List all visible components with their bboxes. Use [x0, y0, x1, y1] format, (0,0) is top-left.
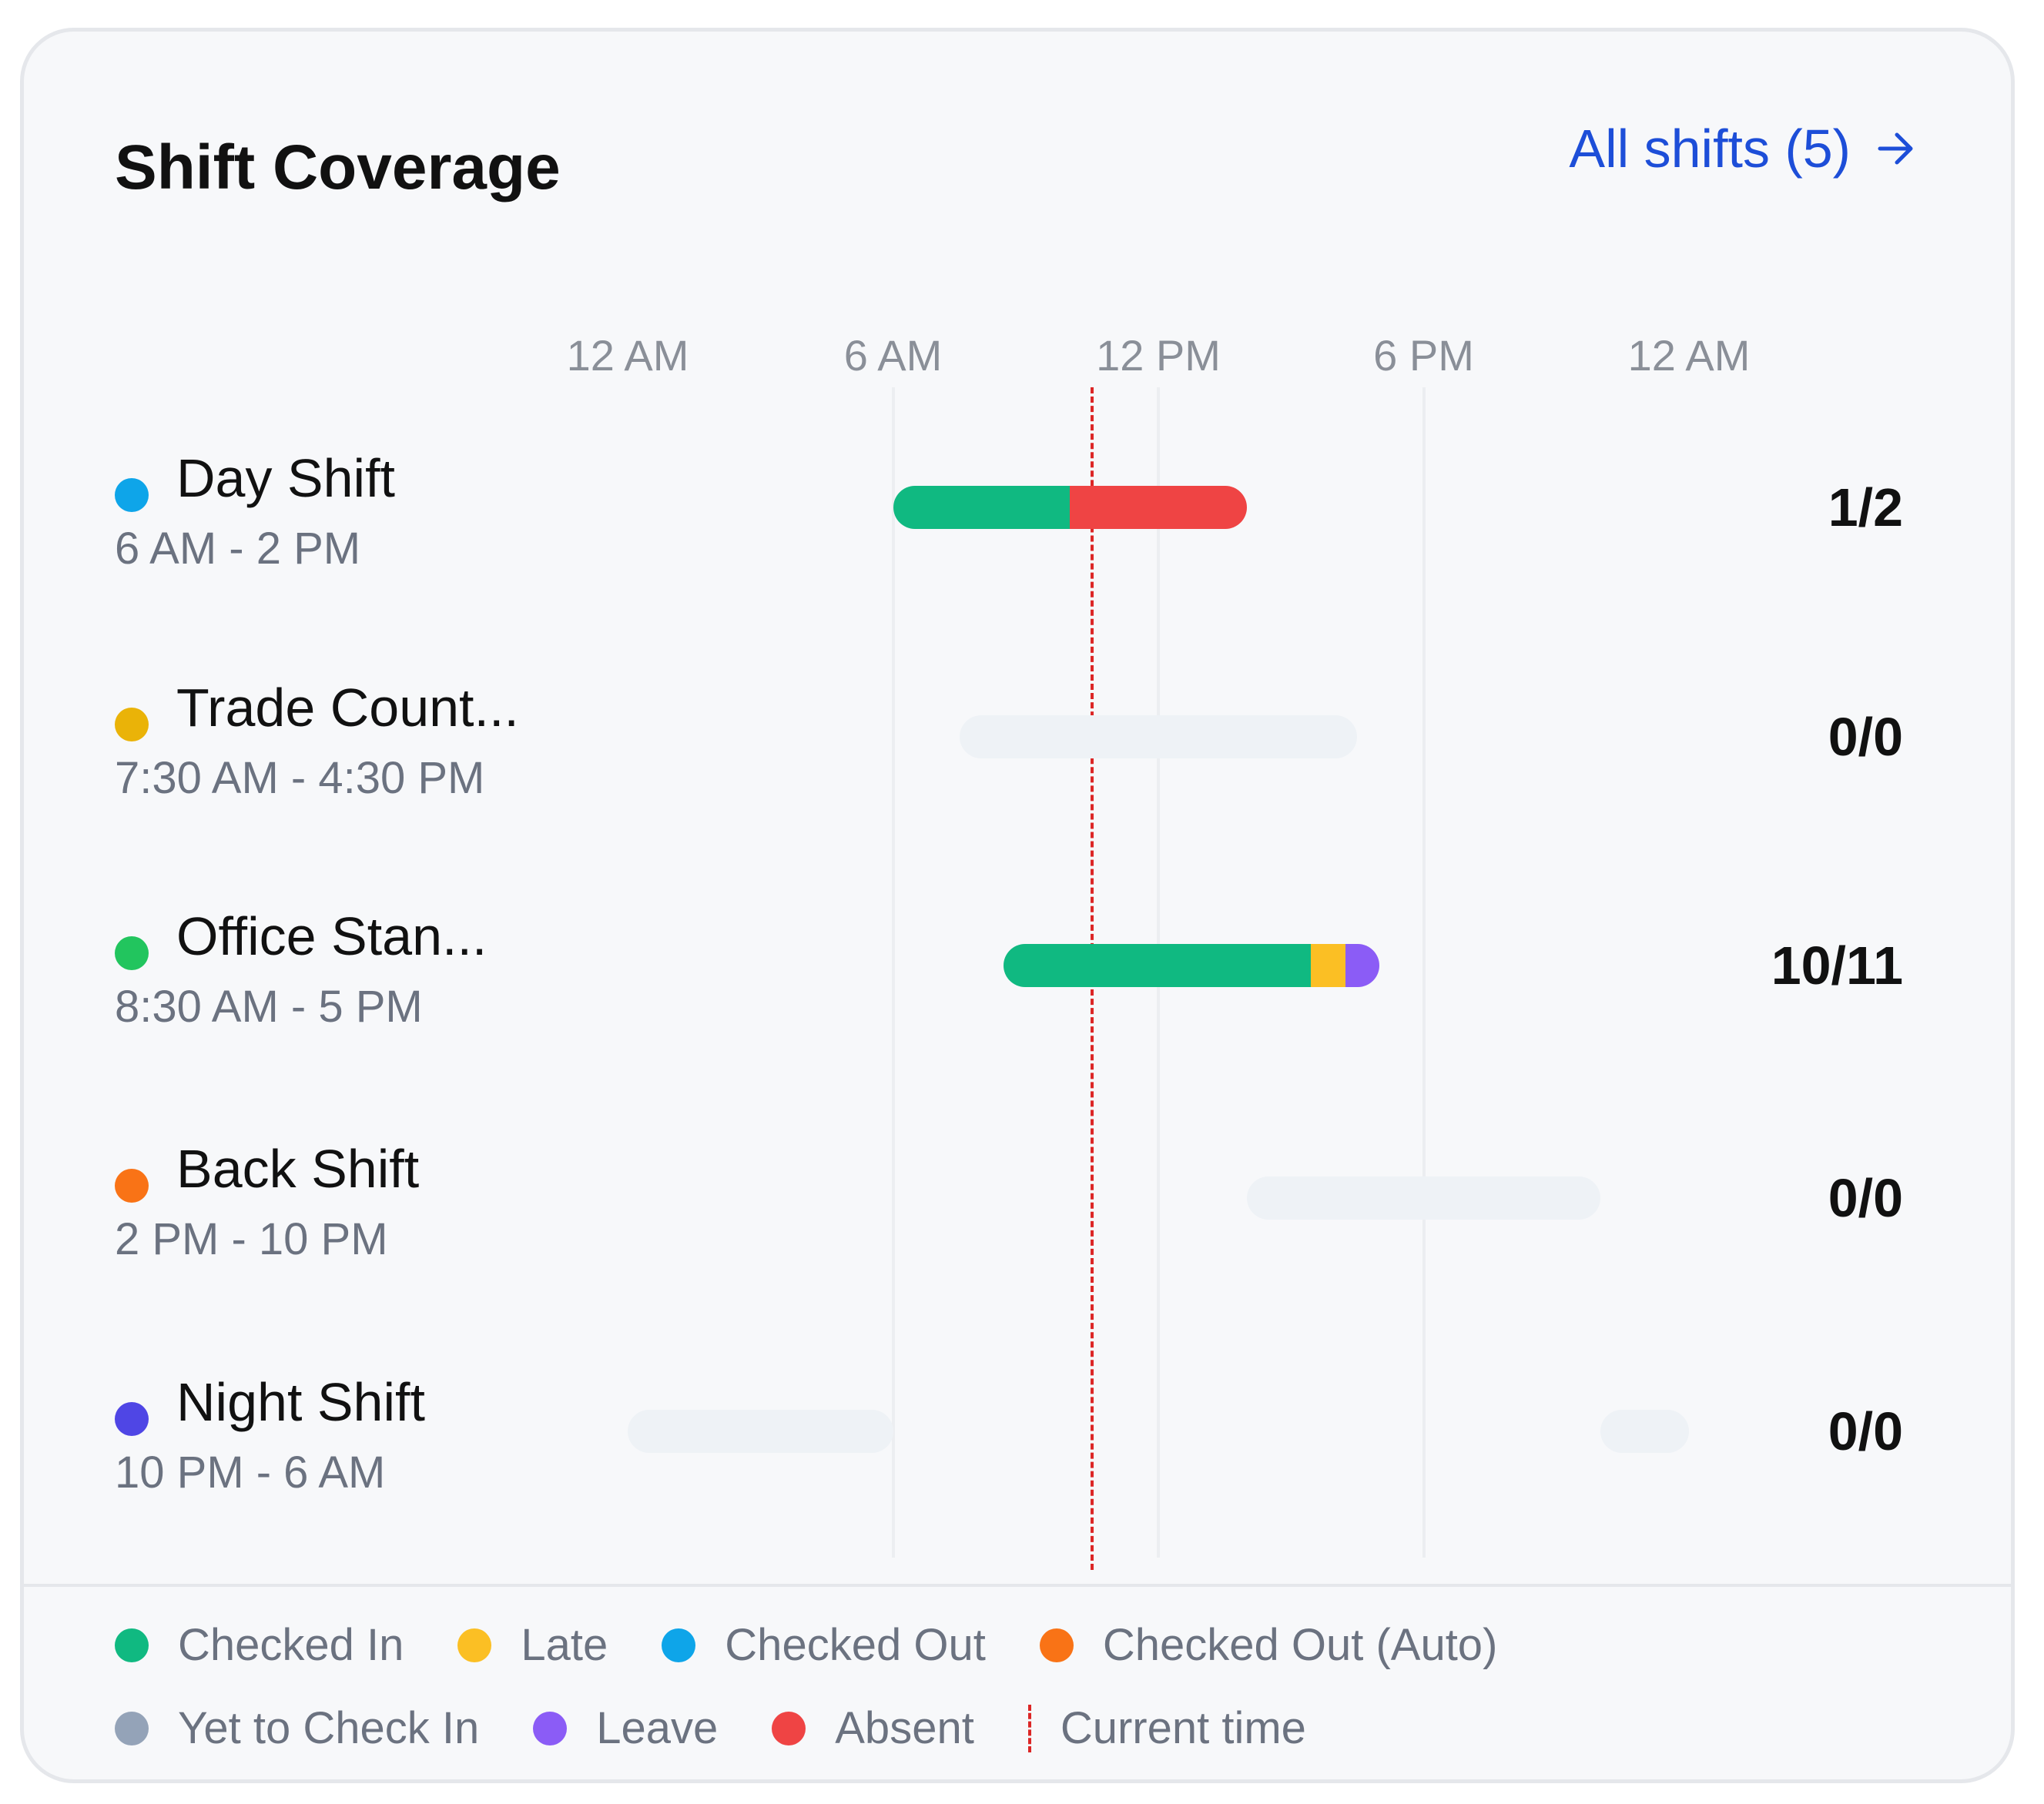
legend-label: Late — [521, 1620, 608, 1670]
legend-dot-icon — [115, 1628, 149, 1662]
shift-name: Back Shift — [176, 1139, 420, 1199]
shift-row[interactable]: Trade Count... 7:30 AM - 4:30 PM 0/0 — [24, 677, 2011, 831]
legend-dot-icon — [533, 1711, 568, 1745]
coverage-count: 10/11 — [1771, 935, 1903, 996]
legend-item: Current time — [1027, 1702, 1306, 1754]
shift-color-dot — [115, 936, 149, 970]
all-shifts-link[interactable]: All shifts (5) — [1569, 118, 1915, 179]
legend-label: Checked In — [178, 1620, 404, 1670]
coverage-count: 0/0 — [1828, 1401, 1903, 1461]
current-time-dash-icon — [1027, 1704, 1031, 1752]
legend-label: Absent — [835, 1703, 974, 1753]
legend-label: Leave — [596, 1703, 719, 1753]
shift-color-dot — [115, 708, 149, 741]
bar-segment-checked-in — [893, 486, 1071, 529]
legend-dot-icon — [115, 1711, 149, 1745]
card-title: Shift Coverage — [115, 132, 561, 202]
bar-segment-absent — [1070, 486, 1247, 529]
shift-bar[interactable] — [628, 1410, 893, 1453]
shift-time: 8:30 AM - 5 PM — [115, 982, 423, 1032]
legend-row: Checked In Late Checked Out Checked Out (Au… — [115, 1619, 1497, 1671]
legend-label: Yet to Check In — [178, 1703, 480, 1753]
axis-tick-label: 12 AM — [1627, 331, 1751, 380]
shift-bar[interactable] — [959, 715, 1358, 758]
shift-row[interactable]: Office Stan... 8:30 AM - 5 PM 10/11 — [24, 905, 2011, 1059]
shift-name: Trade Count... — [176, 678, 519, 738]
legend-dot-icon — [662, 1628, 696, 1662]
arrow-right-icon — [1877, 132, 1915, 166]
legend-row: Yet to Check In Leave Absent Current time — [115, 1702, 1306, 1754]
coverage-count: 1/2 — [1828, 477, 1903, 537]
shift-coverage-card: Shift Coverage All shifts (5) 12 AM 6 AM 1… — [20, 28, 2015, 1783]
legend-item: Absent — [772, 1702, 974, 1754]
shift-name: Day Shift — [176, 448, 395, 508]
all-shifts-label: All shifts (5) — [1569, 119, 1851, 179]
shift-name: Night Shift — [176, 1372, 425, 1432]
bar-segment-leave — [1345, 944, 1380, 987]
legend-divider — [24, 1584, 2011, 1587]
legend-item: Leave — [533, 1702, 718, 1754]
shift-name: Office Stan... — [176, 906, 488, 966]
legend-item: Late — [457, 1619, 608, 1671]
shift-bar[interactable] — [893, 486, 1247, 529]
shift-time: 10 PM - 6 AM — [115, 1448, 386, 1498]
axis-tick-label: 12 PM — [1096, 331, 1221, 380]
legend-item: Checked Out — [662, 1619, 986, 1671]
axis-tick-label: 6 AM — [843, 331, 943, 380]
axis-tick-label: 6 PM — [1373, 331, 1474, 380]
legend-item: Checked Out (Auto) — [1039, 1619, 1498, 1671]
coverage-count: 0/0 — [1828, 707, 1903, 767]
legend-label: Checked Out (Auto) — [1102, 1620, 1498, 1670]
gridline — [1422, 387, 1426, 1558]
shift-color-dot — [115, 478, 149, 512]
shift-time: 2 PM - 10 PM — [115, 1214, 388, 1264]
shift-row[interactable]: Back Shift 2 PM - 10 PM 0/0 — [24, 1138, 2011, 1292]
shift-bar[interactable] — [1004, 944, 1380, 987]
bar-segment-late — [1311, 944, 1345, 987]
shift-color-dot — [115, 1169, 149, 1203]
shift-row[interactable]: Day Shift 6 AM - 2 PM 1/2 — [24, 447, 2011, 601]
shift-time: 6 AM - 2 PM — [115, 524, 361, 574]
gridline — [891, 387, 895, 1558]
legend-dot-icon — [1039, 1628, 1074, 1662]
shift-bar[interactable] — [1246, 1176, 1601, 1220]
legend-dot-icon — [457, 1628, 492, 1662]
axis-tick-label: 12 AM — [566, 331, 689, 380]
legend-label: Checked Out — [725, 1620, 986, 1670]
shift-bar[interactable] — [1600, 1410, 1689, 1453]
legend-item: Yet to Check In — [115, 1702, 479, 1754]
coverage-count: 0/0 — [1828, 1168, 1903, 1228]
shift-color-dot — [115, 1402, 149, 1436]
shift-time: 7:30 AM - 4:30 PM — [115, 753, 485, 803]
legend-label: Current time — [1060, 1703, 1306, 1753]
shift-row[interactable]: Night Shift 10 PM - 6 AM 0/0 — [24, 1371, 2011, 1525]
legend-dot-icon — [772, 1711, 806, 1745]
legend-item: Checked In — [115, 1619, 404, 1671]
bar-segment-checked-in — [1004, 944, 1312, 987]
